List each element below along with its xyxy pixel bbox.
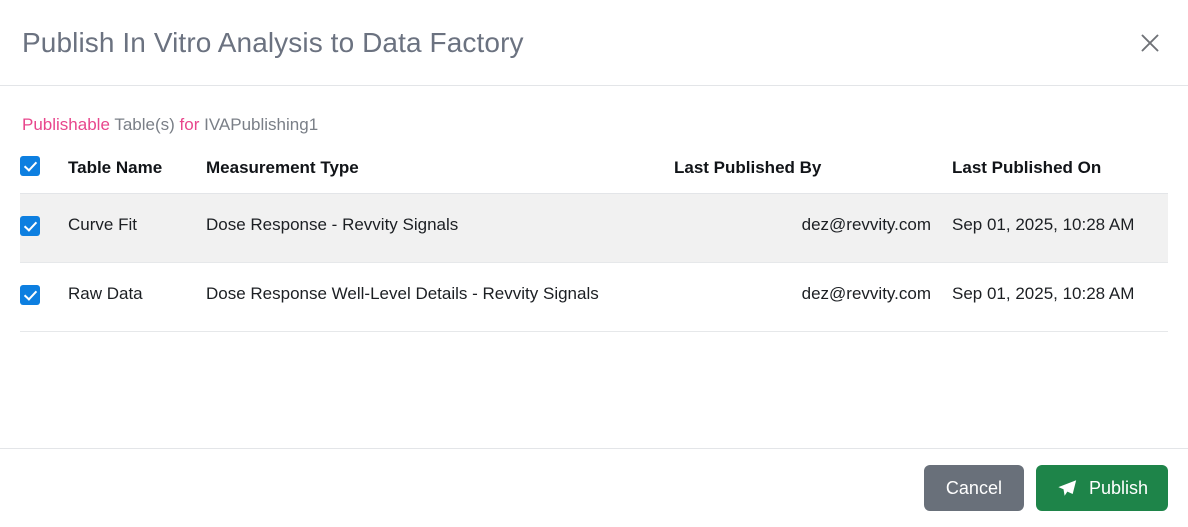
cell-table-name: Curve Fit: [68, 193, 206, 263]
subtitle-analysis-name: IVAPublishing1: [204, 115, 319, 134]
subtitle-word-publishable: Publishable: [22, 115, 110, 134]
page-title: Publish In Vitro Analysis to Data Factor…: [22, 26, 524, 58]
cell-last-published-by: dez@revvity.com: [674, 193, 952, 263]
dialog-header: Publish In Vitro Analysis to Data Factor…: [0, 0, 1188, 86]
column-header-table-name[interactable]: Table Name: [68, 150, 206, 194]
close-icon: [1137, 30, 1163, 56]
row-select-cell: [20, 262, 68, 332]
table-row[interactable]: Curve Fit Dose Response - Revvity Signal…: [20, 193, 1168, 263]
cell-last-published-by: dez@revvity.com: [674, 262, 952, 332]
subtitle-word-for: for: [179, 115, 200, 134]
row-checkbox[interactable]: [20, 215, 40, 236]
table-row[interactable]: Raw Data Dose Response Well-Level Detail…: [20, 262, 1168, 332]
select-all-checkbox[interactable]: [20, 155, 40, 176]
cell-last-published-on: Sep 01, 2025, 10:28 AM: [952, 262, 1168, 332]
cancel-button[interactable]: Cancel: [923, 465, 1024, 511]
publishable-subtitle: Publishable Table(s) for IVAPublishing1: [20, 86, 1168, 136]
paper-plane-icon: [1056, 477, 1078, 499]
row-checkbox[interactable]: [20, 284, 40, 305]
table-header-row: Table Name Measurement Type Last Publish…: [20, 150, 1168, 194]
row-select-cell: [20, 193, 68, 263]
publish-button[interactable]: Publish: [1035, 465, 1168, 511]
column-header-last-published-on[interactable]: Last Published On: [952, 150, 1168, 194]
subtitle-word-tables: Table(s): [114, 115, 175, 134]
dialog-body: Publishable Table(s) for IVAPublishing1 …: [0, 86, 1188, 448]
column-header-last-published-by[interactable]: Last Published By: [674, 150, 952, 194]
publish-button-label: Publish: [1088, 478, 1148, 498]
dialog-footer: Cancel Publish: [0, 448, 1188, 527]
publishable-tables-table: Table Name Measurement Type Last Publish…: [20, 150, 1168, 332]
cell-table-name: Raw Data: [68, 262, 206, 332]
cell-measurement-type: Dose Response Well-Level Details - Revvi…: [206, 262, 674, 332]
select-all-header: [20, 150, 68, 194]
close-button[interactable]: [1132, 25, 1168, 61]
cell-measurement-type: Dose Response - Revvity Signals: [206, 193, 674, 263]
column-header-measurement-type[interactable]: Measurement Type: [206, 150, 674, 194]
cell-last-published-on: Sep 01, 2025, 10:28 AM: [952, 193, 1168, 263]
